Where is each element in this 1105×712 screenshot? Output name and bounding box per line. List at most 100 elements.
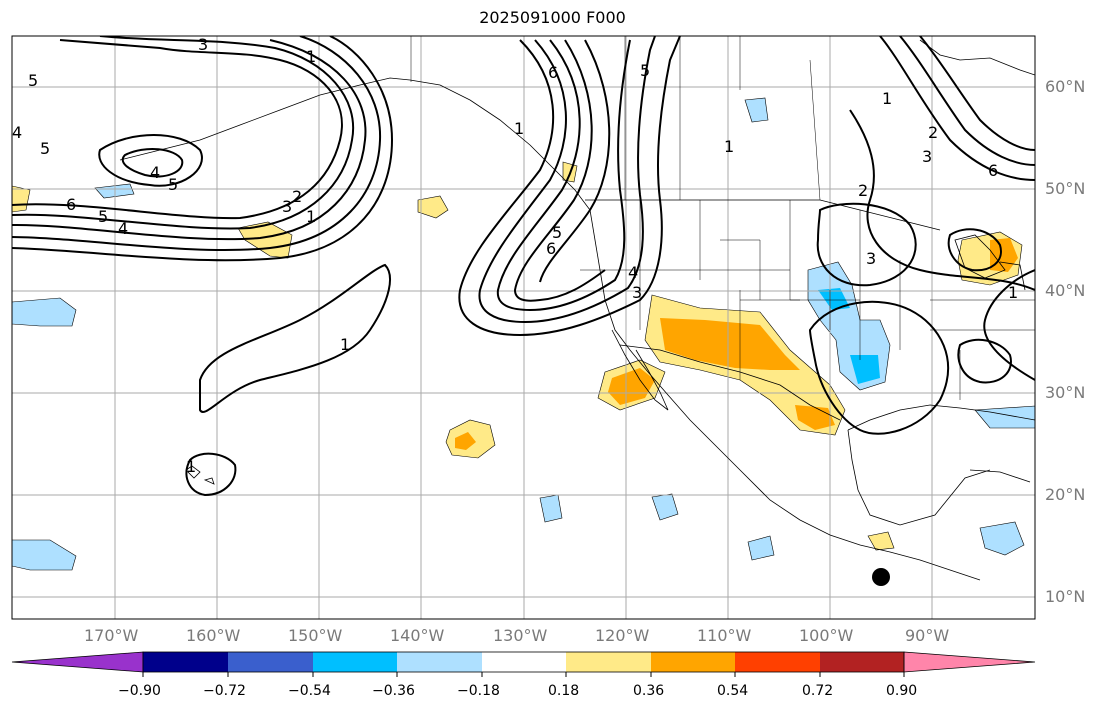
contour-label: 1 bbox=[882, 89, 892, 108]
negative-core-plains bbox=[818, 288, 880, 384]
contour-label: 3 bbox=[922, 147, 932, 166]
contour-north-east bbox=[879, 36, 1035, 181]
negative-area-pacific-2 bbox=[651, 493, 679, 521]
hudson-bay-edge bbox=[919, 39, 1035, 76]
latitude-label: 10°N bbox=[1045, 587, 1086, 606]
colorbar-tick-label: 0.72 bbox=[802, 683, 834, 699]
contour-label: 3 bbox=[198, 35, 208, 54]
contour-label: 1 bbox=[306, 47, 316, 66]
colorbar-tick-label: −0.54 bbox=[288, 683, 331, 699]
contour-label: 6 bbox=[66, 195, 76, 214]
alaska-south-coast bbox=[119, 77, 411, 161]
contour-label: 5 bbox=[552, 223, 562, 242]
contour-central-us bbox=[816, 202, 917, 287]
colorbar-segment bbox=[903, 651, 1036, 673]
shaded-fields bbox=[12, 97, 1035, 571]
colorbar-tick-label: −0.36 bbox=[372, 683, 415, 699]
us-canada-border bbox=[585, 199, 941, 231]
longitude-label: 110°W bbox=[697, 626, 752, 645]
contour-trough-west-coast bbox=[458, 36, 681, 337]
contour-label: 4 bbox=[150, 163, 160, 182]
positive-core-southwest-us bbox=[660, 318, 800, 370]
positive-core-texas bbox=[795, 405, 835, 430]
contour-label: 1 bbox=[724, 137, 734, 156]
contour-hawaii-loop bbox=[185, 452, 237, 497]
negative-area-pacific-3 bbox=[747, 535, 775, 561]
contour-label: 1 bbox=[1008, 283, 1018, 302]
coastlines bbox=[119, 39, 1035, 581]
contour-label: 5 bbox=[40, 139, 50, 158]
colorbar bbox=[11, 651, 1036, 677]
hawaii bbox=[185, 465, 215, 485]
contour-low-alaska-inner bbox=[121, 148, 184, 178]
colorbar-tick-label: 0.54 bbox=[717, 683, 749, 699]
colorbar-tick-label: 0.90 bbox=[886, 683, 918, 699]
longitude-label: 150°W bbox=[288, 626, 343, 645]
contour-labels: 5 4 5 4 5 6 5 4 3 1 3 2 1 1 1 6 1 6 5 4 … bbox=[12, 35, 1018, 476]
colorbar-segment bbox=[482, 652, 566, 672]
negative-area-hawaii-north bbox=[12, 297, 77, 327]
colorbar-segment bbox=[143, 652, 228, 672]
positive-core-pacific bbox=[455, 432, 476, 450]
colorbar-segment bbox=[820, 652, 904, 672]
contour-label: 3 bbox=[866, 249, 876, 268]
map-frame bbox=[11, 35, 1036, 620]
colorbar-segment bbox=[651, 652, 735, 672]
contour-label: 5 bbox=[98, 207, 108, 226]
longitude-label: 120°W bbox=[595, 626, 650, 645]
map-title: 2025091000 F000 bbox=[479, 8, 626, 27]
negative-area-canada bbox=[744, 97, 769, 123]
contour-label: 2 bbox=[928, 123, 938, 142]
positive-core-baja bbox=[608, 368, 655, 405]
latitude-label: 30°N bbox=[1045, 383, 1086, 402]
colorbar-tick-label: 0.36 bbox=[633, 683, 665, 699]
latitude-label: 50°N bbox=[1045, 179, 1086, 198]
mexico-gulf-coast bbox=[847, 429, 991, 526]
contour-low-alaska bbox=[98, 134, 203, 187]
longitude-label: 170°W bbox=[84, 626, 139, 645]
contour-label: 6 bbox=[988, 161, 998, 180]
latitude-label: 60°N bbox=[1045, 77, 1086, 96]
longitude-label: 130°W bbox=[493, 626, 548, 645]
negative-area-pacific-1 bbox=[539, 494, 563, 523]
positive-area-west-edge bbox=[12, 185, 31, 213]
contour-label: 4 bbox=[12, 123, 22, 142]
longitude-label: 90°W bbox=[905, 626, 950, 645]
latitude-label: 20°N bbox=[1045, 485, 1086, 504]
negative-area-central-america bbox=[979, 521, 1025, 556]
negative-area-gulf-mexico bbox=[974, 405, 1035, 429]
contour-label: 5 bbox=[168, 175, 178, 194]
contour-label: 3 bbox=[632, 283, 642, 302]
contour-label: 5 bbox=[28, 71, 38, 90]
contour-label: 4 bbox=[628, 263, 638, 282]
colorbar-segment bbox=[397, 652, 482, 672]
colorbar-segment bbox=[11, 651, 144, 673]
colorbar-segment bbox=[228, 652, 313, 672]
latitude-label: 40°N bbox=[1045, 281, 1086, 300]
positive-area-mexico bbox=[867, 531, 895, 551]
colorbar-segment bbox=[566, 652, 651, 672]
positive-area-offshore bbox=[417, 195, 449, 219]
contour-label: 1 bbox=[306, 207, 316, 226]
colorbar-tick-label: 0.18 bbox=[548, 683, 580, 699]
contour-label: 4 bbox=[118, 219, 128, 238]
north-america-west-coast bbox=[409, 79, 981, 581]
cuba bbox=[969, 469, 1031, 483]
contour-label: 2 bbox=[292, 187, 302, 206]
longitude-label: 160°W bbox=[186, 626, 241, 645]
baja-california bbox=[611, 329, 669, 411]
longitude-label: 100°W bbox=[799, 626, 854, 645]
contour-label: 6 bbox=[548, 63, 558, 82]
contour-label: 5 bbox=[640, 61, 650, 80]
storm-marker bbox=[872, 568, 890, 586]
contour-lines bbox=[12, 36, 1035, 497]
colorbar-segment bbox=[735, 652, 820, 672]
contour-closed-pacific-high bbox=[199, 263, 391, 413]
contour-label: 1 bbox=[514, 119, 524, 138]
colorbar-tick-label: −0.18 bbox=[457, 683, 500, 699]
colorbar-segment bbox=[313, 652, 397, 672]
colorbar-tick-label: −0.72 bbox=[203, 683, 246, 699]
negative-area-southwest bbox=[12, 539, 77, 571]
positive-area-gulf-alaska bbox=[237, 221, 293, 259]
